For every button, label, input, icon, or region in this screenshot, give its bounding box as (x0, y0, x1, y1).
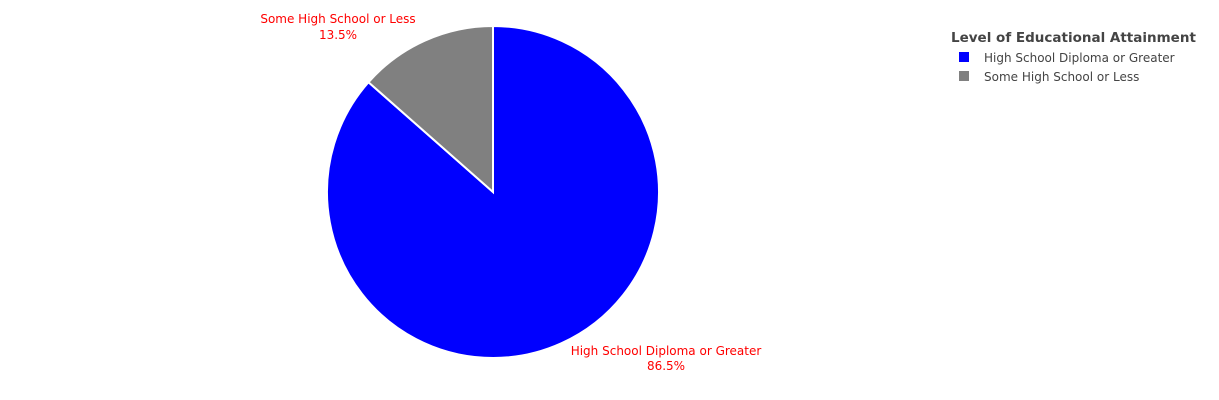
slice-labels: High School Diploma or Greater 86.5% Som… (260, 12, 761, 373)
slice-label-some-high-school-name: Some High School or Less (260, 12, 415, 26)
legend-item-high-school-diploma[interactable]: High School Diploma or Greater (959, 51, 1175, 65)
legend-item-some-high-school[interactable]: Some High School or Less (959, 70, 1139, 84)
legend-swatch-high-school-diploma (959, 52, 969, 62)
legend-label-some-high-school: Some High School or Less (984, 70, 1139, 84)
pie-slices (326, 24, 660, 359)
legend-label-high-school-diploma: High School Diploma or Greater (984, 51, 1175, 65)
legend-title: Level of Educational Attainment (951, 30, 1196, 46)
slice-label-high-school-diploma-name: High School Diploma or Greater (571, 344, 762, 358)
pie-slice-some-high-school[interactable] (367, 24, 494, 195)
slice-label-some-high-school-percent: 13.5% (319, 28, 357, 42)
slice-label-high-school-diploma-percent: 86.5% (647, 359, 685, 373)
legend: Level of Educational Attainment High Sch… (951, 30, 1196, 84)
legend-swatch-some-high-school (959, 71, 969, 81)
